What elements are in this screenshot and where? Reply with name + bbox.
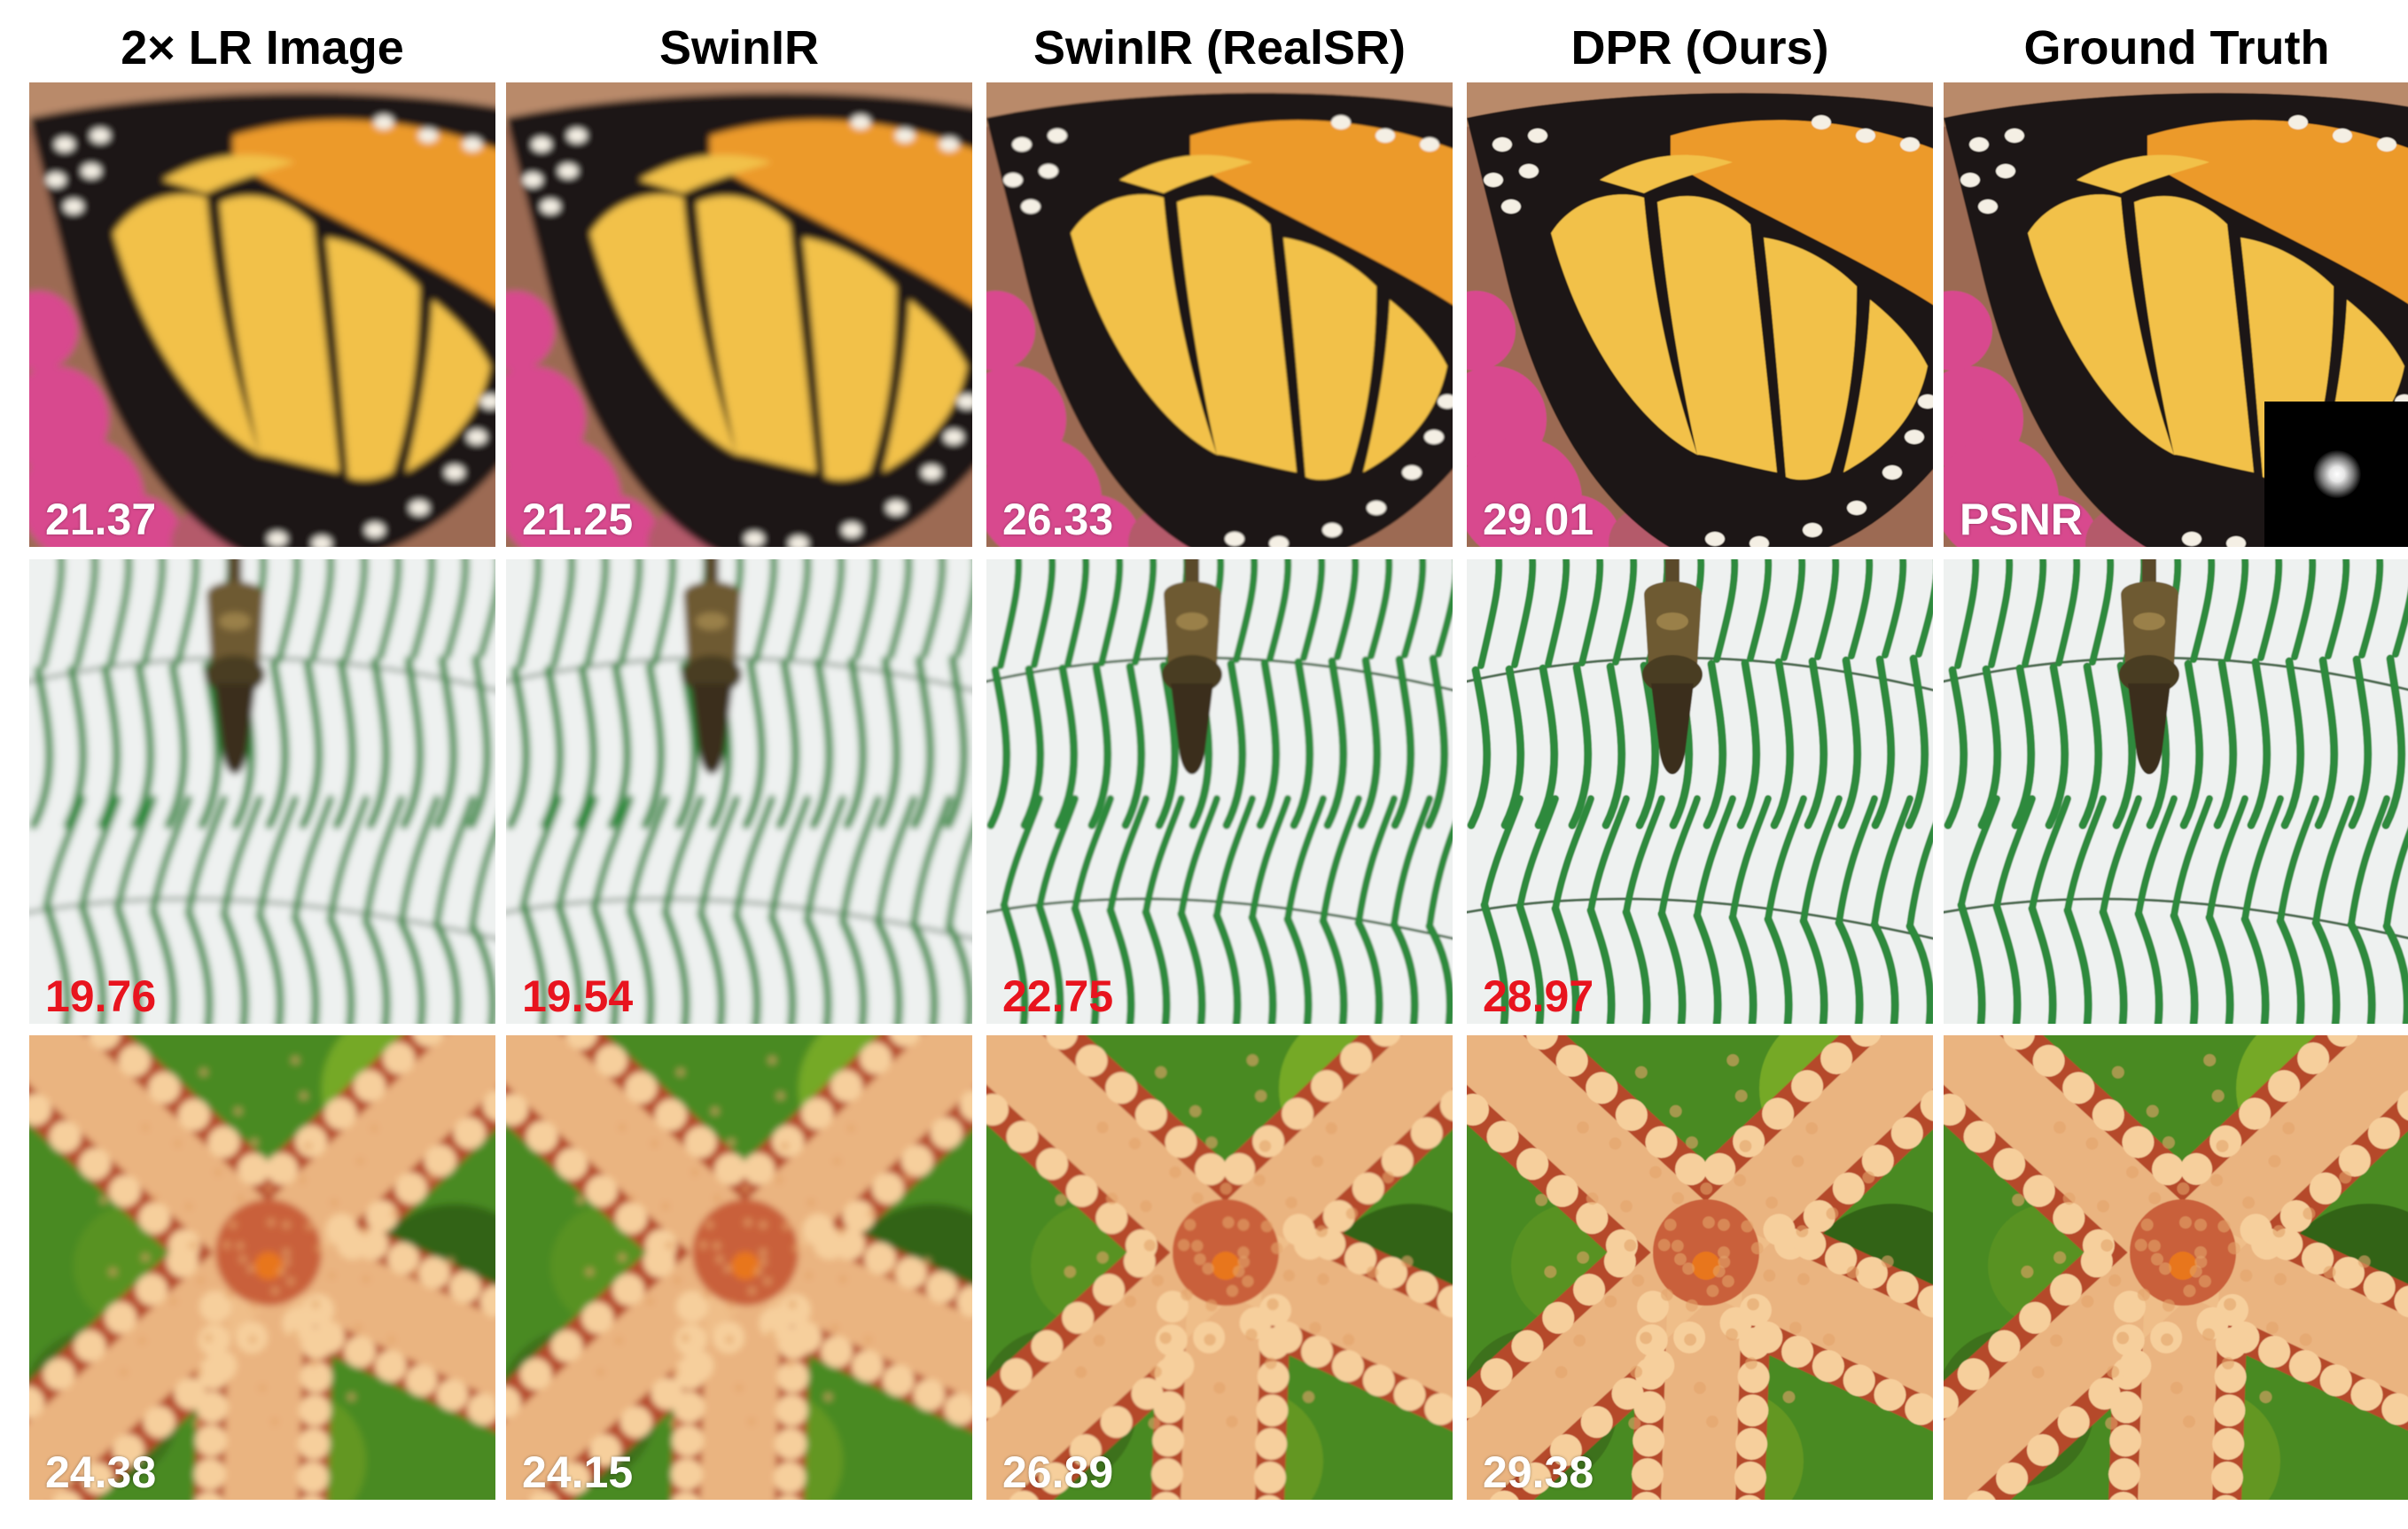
dpr-tile-fern-leaves: 28.97 [1467, 559, 1933, 1024]
psnr-value: 19.54 [522, 971, 634, 1021]
swinir-tile-butterfly-wing: 21.25 [506, 82, 972, 547]
butterfly-wing-image [1467, 82, 1933, 547]
starfish-image [1467, 1035, 1933, 1500]
butterfly-wing-image [29, 82, 495, 547]
lr-image-tile-fern-leaves: 19.76 [29, 559, 495, 1024]
fern-leaves-image [1467, 559, 1933, 1024]
butterfly-wing-image [506, 82, 972, 547]
psnr-value: 24.15 [522, 1447, 634, 1497]
fern-leaves-image [1944, 559, 2408, 1024]
fern-leaves-image [29, 559, 495, 1024]
ground-truth-tile-starfish [1944, 1035, 2408, 1500]
column-header: 2× LR Image [121, 21, 404, 74]
kernel-dot [2313, 450, 2361, 498]
column-header: SwinIR (RealSR) [1033, 21, 1407, 74]
blur-kernel-inset [2264, 402, 2408, 547]
swinir-tile-fern-leaves: 19.54 [506, 559, 972, 1024]
psnr-value: 29.38 [1483, 1447, 1594, 1497]
butterfly-wing-image [986, 82, 1453, 547]
starfish-image [29, 1035, 495, 1500]
psnr-value: 26.33 [1002, 495, 1114, 544]
psnr-value: 22.75 [1002, 971, 1114, 1021]
ground-truth-tile-butterfly-wing: PSNR [1944, 82, 2408, 547]
psnr-value: 26.89 [1002, 1447, 1114, 1497]
swinir-realsr-tile-starfish: 26.89 [986, 1035, 1453, 1500]
dpr-tile-butterfly-wing: 29.01 [1467, 82, 1933, 547]
dpr-tile-starfish: 29.38 [1467, 1035, 1933, 1500]
column-header: DPR (Ours) [1570, 21, 1829, 74]
psnr-label: PSNR [1960, 495, 2083, 544]
ground-truth-tile-fern-leaves [1944, 559, 2408, 1024]
column-header: SwinIR [658, 21, 819, 74]
psnr-value: 28.97 [1483, 971, 1594, 1021]
psnr-value: 19.76 [45, 971, 157, 1021]
swinir-realsr-tile-fern-leaves: 22.75 [986, 559, 1453, 1024]
swinir-realsr-tile-butterfly-wing: 26.33 [986, 82, 1453, 547]
lr-image-tile-butterfly-wing: 21.37 [29, 82, 495, 547]
lr-image-tile-starfish: 24.38 [29, 1035, 495, 1500]
psnr-value: 21.25 [522, 495, 634, 544]
starfish-image [1944, 1035, 2408, 1500]
psnr-value: 24.38 [45, 1447, 157, 1497]
psnr-value: 29.01 [1483, 495, 1594, 544]
column-header: Ground Truth [2023, 21, 2330, 74]
swinir-tile-starfish: 24.15 [506, 1035, 972, 1500]
psnr-value: 21.37 [45, 495, 157, 544]
starfish-image [986, 1035, 1453, 1500]
fern-leaves-image [506, 559, 972, 1024]
starfish-image [506, 1035, 972, 1500]
fern-leaves-image [986, 559, 1453, 1024]
